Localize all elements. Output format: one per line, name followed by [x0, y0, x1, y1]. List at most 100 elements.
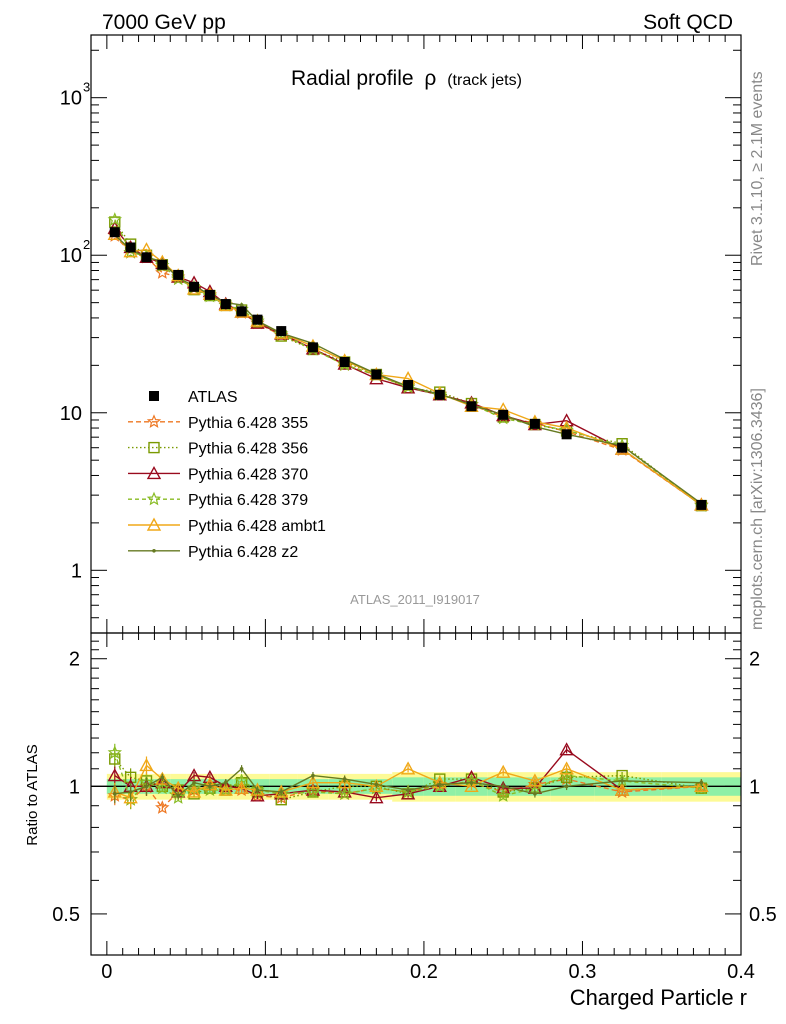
data-point	[400, 761, 416, 775]
data-point	[107, 768, 122, 782]
ratio-y-tick-label-right: 0.5	[749, 904, 777, 926]
ratio-series-line	[114, 752, 702, 802]
data-point	[434, 389, 445, 400]
legend-marker	[146, 517, 162, 531]
data-point	[496, 764, 511, 778]
data-point	[234, 780, 249, 794]
series-line	[114, 227, 702, 506]
ratio-ylabel: Ratio to ATLAS	[24, 744, 41, 845]
data-point	[437, 782, 442, 787]
main-series-layer	[107, 212, 709, 512]
data-point	[107, 212, 123, 226]
data-point	[464, 778, 479, 793]
legend-item: Pythia 6.428 ambt1	[128, 517, 326, 535]
legend-item: Pythia 6.428 355	[128, 414, 308, 432]
data-point	[128, 790, 133, 794]
data-point	[529, 418, 540, 429]
y-tick-label: 10	[60, 245, 82, 267]
main-title-symbol: ρ	[424, 67, 436, 90]
mcplots-label: mcplots.cern.ch [arXiv:1306.3436]	[749, 388, 766, 630]
legend-item: Pythia 6.428 356	[128, 441, 308, 458]
legend-marker	[146, 414, 162, 428]
ratio-y-tick-label: 1	[69, 776, 80, 798]
data-point	[496, 788, 511, 802]
data-point	[337, 786, 352, 801]
data-point	[109, 227, 120, 238]
data-point	[192, 780, 196, 785]
series-line	[114, 233, 702, 506]
data-point	[466, 401, 477, 412]
series-line	[114, 235, 702, 506]
legend-label: Pythia 6.428 z2	[188, 544, 298, 561]
x-tick-label: 0.3	[569, 961, 597, 983]
data-point	[559, 761, 574, 775]
data-point	[342, 777, 347, 781]
data-point	[155, 800, 170, 814]
data-point	[614, 782, 630, 796]
data-point	[617, 442, 628, 453]
ratio-series-layer	[107, 742, 709, 814]
legend-item: Pythia 6.428 379	[128, 491, 308, 509]
ratio-panel-frame	[90, 632, 742, 956]
ratio-y-tick-label-right: 2	[749, 649, 760, 671]
data-point	[564, 784, 569, 789]
data-point	[107, 745, 123, 759]
legend-label: Pythia 6.428 356	[188, 441, 308, 458]
main-title-text: Radial profile	[291, 67, 414, 90]
legend-label: Pythia 6.428 379	[188, 492, 308, 509]
data-point	[699, 780, 704, 785]
x-tick-label: 0.1	[251, 961, 279, 983]
data-point	[559, 742, 574, 756]
legend-marker	[149, 391, 159, 401]
ratio-series-line	[114, 764, 702, 799]
data-point	[157, 259, 168, 270]
data-point	[223, 780, 228, 785]
data-point	[144, 784, 149, 789]
main-title-suffix: (track jets)	[447, 72, 522, 89]
y-tick-label: 10	[60, 403, 82, 425]
x-tick-label: 0.4	[727, 961, 755, 983]
data-point	[236, 306, 247, 317]
series-line	[114, 234, 702, 505]
y-tick-label: 10	[60, 88, 82, 110]
legend-label: Pythia 6.428 ambt1	[188, 518, 326, 535]
data-point	[305, 784, 321, 799]
data-point	[369, 790, 384, 804]
data-point	[533, 792, 537, 796]
data-point	[208, 784, 212, 789]
data-point	[250, 782, 265, 796]
data-point	[311, 773, 315, 778]
data-point	[139, 758, 154, 772]
legend-item: Pythia 6.428 370	[128, 465, 308, 483]
data-point	[204, 289, 215, 300]
legend-marker	[146, 465, 162, 480]
data-point	[218, 782, 233, 796]
data-point	[125, 242, 136, 253]
legend-label: Pythia 6.428 370	[188, 466, 308, 483]
data-point	[339, 357, 350, 368]
legend-label: Pythia 6.428 355	[188, 415, 308, 432]
data-point	[220, 299, 231, 310]
data-point	[160, 775, 165, 780]
data-point	[527, 773, 543, 787]
ratio-y-tick-label-right: 1	[749, 776, 760, 798]
x-tick-label: 0.2	[410, 961, 438, 983]
data-point	[561, 429, 572, 440]
data-point	[305, 775, 321, 789]
y-tick-exponent: 2	[83, 237, 90, 252]
data-point	[274, 786, 289, 800]
data-point	[255, 788, 260, 792]
data-point	[498, 409, 509, 420]
data-point	[374, 782, 379, 787]
data-point	[186, 784, 202, 798]
legend-item: ATLAS	[149, 389, 238, 406]
data-point	[176, 793, 180, 798]
data-point	[371, 369, 382, 380]
legend-marker	[152, 549, 156, 553]
data-point	[501, 784, 505, 789]
data-point	[369, 778, 384, 793]
data-point	[276, 326, 287, 337]
ratio-y-tick-label: 2	[69, 649, 80, 671]
data-point	[239, 766, 244, 771]
x-tick-label: 0	[101, 961, 112, 983]
